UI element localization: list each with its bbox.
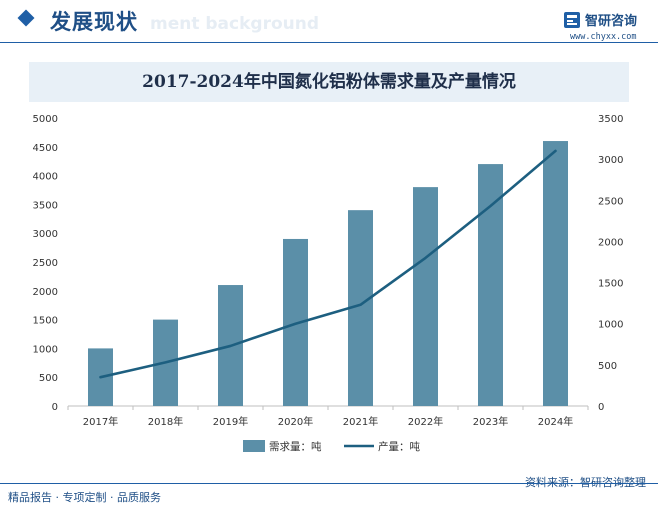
legend-label-demand: 需求量：吨 [269,440,322,453]
left-tick-label: 1000 [33,344,58,355]
right-tick-label: 2000 [598,237,623,248]
right-tick-label: 1500 [598,279,623,290]
x-tick-label: 2019年 [213,415,248,428]
right-tick-label: 1000 [598,320,623,331]
logo-url: www.chyxx.com [570,32,637,42]
page-header: 发展现状 ment background [0,0,658,46]
left-tick-label: 2000 [33,287,58,298]
left-tick-label: 4000 [33,172,58,183]
right-tick-label: 2500 [598,196,623,207]
right-tick-label: 500 [598,361,617,372]
x-tick-label: 2017年 [83,415,118,428]
x-tick-label: 2018年 [148,415,183,428]
right-tick-label: 0 [598,402,604,413]
right-tick-label: 3500 [598,114,623,125]
right-tick-label: 3000 [598,155,623,166]
left-tick-label: 5000 [33,114,58,125]
x-tick-label: 2020年 [278,415,313,428]
x-tick-label: 2022年 [408,415,443,428]
header-background-text: ment background [150,14,320,34]
brand-logo: 智研咨询 www.chyxx.com [563,8,653,42]
left-tick-label: 500 [39,373,58,384]
left-tick-label: 0 [52,402,58,413]
legend-label-production: 产量：吨 [378,440,420,453]
production-line [99,149,557,379]
logo-icon [564,12,580,28]
left-tick-label: 3500 [33,200,58,211]
bar [478,164,503,406]
footer-slogan: 精品报告 · 专项定制 · 品质服务 [8,491,161,504]
x-tick-label: 2023年 [473,415,508,428]
section-title: 发展现状 [50,10,138,34]
left-tick-label: 3000 [33,229,58,240]
bar [413,187,438,406]
left-tick-label: 2500 [33,258,58,269]
header-divider [0,42,658,43]
source-note: 资料来源：智研咨询整理 [525,476,646,489]
footer-divider [0,483,658,484]
chart-title: 2017-2024年中国氮化铝粉体需求量及产量情况 [142,72,516,92]
legend-swatch-demand [243,440,265,452]
left-tick-label: 1500 [33,316,58,327]
bar [543,141,568,407]
logo-name: 智研咨询 [585,14,638,29]
x-tick-label: 2021年 [343,415,378,428]
chart-title-bar: 2017-2024年中国氮化铝粉体需求量及产量情况 [29,62,629,102]
x-tick-label: 2024年 [538,415,573,428]
left-tick-label: 4500 [33,143,58,154]
